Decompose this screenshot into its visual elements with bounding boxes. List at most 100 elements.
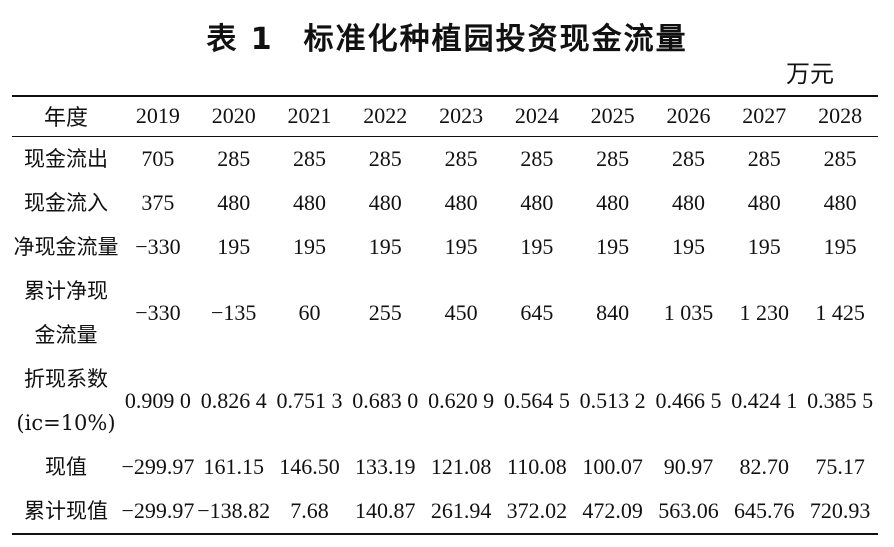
table-cell: 840 [596, 299, 630, 325]
table-cell: −330 [135, 299, 181, 325]
row-label: 现金流出 [12, 136, 120, 181]
table-cell: 480 [596, 189, 630, 215]
table-row: 折现系数 (ic=10%) 0.909 0 0.826 4 0.751 3 0.683 0… [12, 357, 878, 445]
table-cell: 195 [823, 233, 857, 259]
table-cell: 285 [292, 145, 326, 171]
table-cell: 480 [217, 189, 251, 215]
table-cell: 1 035 [663, 299, 714, 325]
year-header: 2025 [574, 95, 651, 137]
table-cell: 255 [368, 299, 402, 325]
table-cell: 195 [292, 233, 326, 259]
table-cell: 285 [747, 145, 781, 171]
row-label-line: (ic=10%) [16, 410, 116, 435]
table-cell: 285 [596, 145, 630, 171]
table-cell: 110.08 [507, 453, 567, 479]
table-number: 表 1 [206, 22, 274, 57]
table-cell: 195 [520, 233, 554, 259]
table-cell: 7.68 [271, 488, 348, 535]
table-title: 表 1 标准化种植园投资现金流量 [0, 14, 894, 58]
header-label: 年度 [12, 95, 120, 137]
table-row: 现金流出 705 285 285 285 285 285 285 285 285 285 [12, 136, 878, 181]
row-label: 累计净现 金流量 [12, 269, 120, 357]
row-label-line: 金流量 [34, 322, 98, 347]
table-cell: 705 [141, 145, 175, 171]
table-cell: −330 [135, 233, 181, 259]
row-label-line: 现金流出 [24, 146, 108, 171]
table-cell: 75.17 [815, 453, 865, 479]
table-cell: 261.94 [423, 488, 499, 535]
table-cell: 82.70 [739, 453, 790, 479]
table-cell: 0.620 9 [428, 387, 495, 413]
row-label: 累计现值 [12, 488, 120, 535]
year-header: 2023 [423, 95, 499, 137]
table-cell: 121.08 [430, 453, 492, 479]
table-cell: 480 [444, 189, 478, 215]
row-label-line: 净现金流量 [13, 234, 119, 259]
table-cell: 0.751 3 [276, 387, 343, 413]
year-header: 2019 [120, 95, 196, 137]
table-cell: 480 [292, 189, 326, 215]
cash-flow-table: 年度 2019 2020 2021 2022 2023 2024 2025 20… [12, 95, 878, 535]
row-label: 净现金流量 [12, 225, 120, 269]
table-cell: 472.09 [574, 488, 651, 535]
table-cell: 480 [823, 189, 857, 215]
table-cell: 133.19 [355, 453, 416, 479]
table-cell: 720.93 [802, 488, 878, 535]
table-cell: 480 [671, 189, 705, 215]
year-header: 2028 [802, 95, 878, 137]
table-cell: 1 425 [815, 299, 865, 325]
table-cell: 480 [368, 189, 402, 215]
row-label-line: 现值 [45, 454, 87, 479]
table-cell: −135 [210, 299, 257, 325]
row-label: 现金流入 [12, 181, 120, 225]
table-cell: 0.424 1 [731, 387, 798, 413]
table-cell: 450 [444, 299, 478, 325]
table-row: 净现金流量 −330 195 195 195 195 195 195 195 195 195 [12, 225, 878, 269]
table-row: 现金流入 375 480 480 480 480 480 480 480 480 480 [12, 181, 878, 225]
table-cell: 195 [596, 233, 630, 259]
header-row: 年度 2019 2020 2021 2022 2023 2024 2025 20… [12, 95, 878, 137]
table-cell: 0.564 5 [503, 387, 570, 413]
table-cell: 0.826 4 [200, 387, 267, 413]
table-cell: 195 [444, 233, 478, 259]
unit-label: 万元 [786, 60, 834, 88]
table-row: 累计现值 −299.97 −138.82 7.68 140.87 261.94 372.02… [12, 488, 878, 535]
table-cell: 195 [217, 233, 251, 259]
year-header: 2022 [347, 95, 424, 137]
year-header: 2027 [726, 95, 803, 137]
table-cell: 90.97 [663, 453, 714, 479]
table-cell: −138.82 [195, 488, 272, 535]
table-cell: 285 [823, 145, 857, 171]
table-cell: −299.97 [120, 488, 196, 535]
row-label-line: 现金流入 [24, 190, 108, 215]
row-label-line: 累计现值 [24, 498, 108, 523]
year-header: 2020 [195, 95, 272, 137]
table-cell: 285 [368, 145, 402, 171]
table-cell: 0.466 5 [655, 387, 722, 413]
row-label: 现值 [12, 445, 120, 489]
table-cell: 195 [747, 233, 781, 259]
row-label: 折现系数 (ic=10%) [12, 357, 120, 445]
row-label-line: 累计净现 [24, 278, 108, 303]
table-cell: 0.683 0 [352, 387, 419, 413]
table-cell: 645 [520, 299, 554, 325]
table-cell: 480 [747, 189, 781, 215]
year-header: 2021 [271, 95, 348, 137]
table-cell: 285 [444, 145, 478, 171]
table-cell: 285 [671, 145, 705, 171]
table-cell: 195 [671, 233, 705, 259]
table-cell: −299.97 [121, 453, 195, 479]
table-row: 累计净现 金流量 −330 −135 60 255 450 645 840 1 035 1 230 1… [12, 269, 878, 357]
table-cell: 285 [520, 145, 554, 171]
table-cell: 285 [217, 145, 251, 171]
row-label-line: 折现系数 [24, 366, 108, 391]
year-header: 2026 [650, 95, 727, 137]
table-cell: 0.909 0 [124, 387, 191, 413]
table-cell: 480 [520, 189, 554, 215]
table-cell: 645.76 [726, 488, 803, 535]
table-cell: 161.15 [203, 453, 264, 479]
table-cell: 563.06 [650, 488, 727, 535]
table-cell: 100.07 [582, 453, 643, 479]
table-row: 现值 −299.97 161.15 146.50 133.19 121.08 110.08 1… [12, 445, 878, 489]
table-cell: 1 230 [739, 299, 790, 325]
